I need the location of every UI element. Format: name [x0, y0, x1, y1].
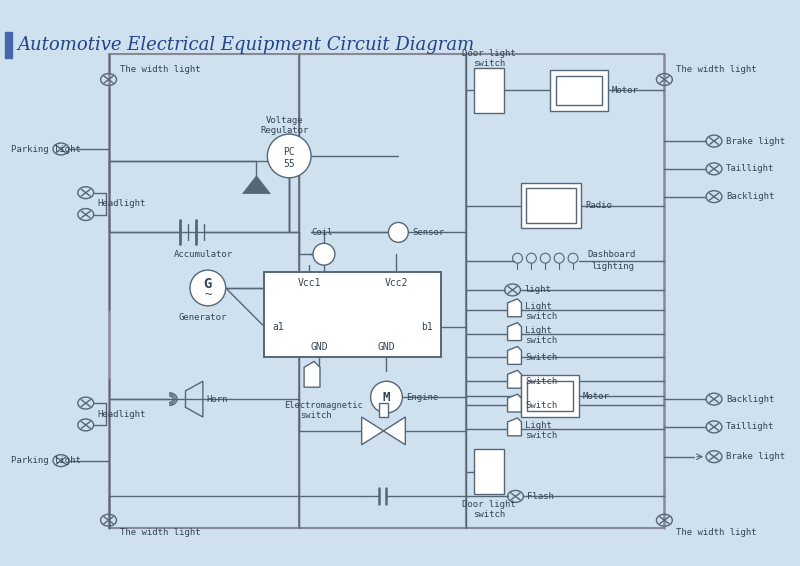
Text: Headlight: Headlight [98, 410, 146, 418]
Polygon shape [507, 323, 522, 341]
Text: b1: b1 [422, 321, 433, 332]
Text: The width light: The width light [676, 65, 757, 74]
Text: Coil: Coil [311, 228, 333, 237]
Bar [265, 272, 441, 358]
Text: Parking light: Parking light [11, 144, 81, 153]
Text: GND: GND [310, 341, 328, 351]
Text: Automotive Electrical Equipment Circuit Diagram: Automotive Electrical Equipment Circuit … [18, 36, 474, 54]
Text: The width light: The width light [121, 65, 201, 74]
Polygon shape [383, 417, 406, 445]
Text: a1: a1 [273, 321, 284, 332]
Polygon shape [507, 394, 522, 412]
Text: Radio: Radio [585, 201, 612, 210]
Circle shape [389, 222, 408, 242]
Bar [474, 449, 503, 495]
Text: Vcc1: Vcc1 [298, 278, 321, 288]
Text: switch: switch [526, 336, 558, 345]
Text: Motor: Motor [583, 392, 610, 401]
Text: switch: switch [473, 59, 505, 68]
Text: Brake light: Brake light [726, 452, 785, 461]
Polygon shape [362, 417, 383, 445]
Polygon shape [507, 370, 522, 388]
Text: Flash: Flash [527, 492, 554, 501]
Text: Generator: Generator [178, 313, 227, 322]
Text: Dashboard: Dashboard [587, 250, 635, 259]
Text: Door light: Door light [462, 49, 515, 58]
Text: Vcc2: Vcc2 [385, 278, 408, 288]
Text: PC: PC [283, 147, 295, 157]
Text: M: M [382, 391, 390, 404]
Bar [522, 183, 581, 229]
Text: 55: 55 [283, 159, 295, 169]
Bar [6, 32, 12, 58]
Text: lighting: lighting [591, 261, 634, 271]
Bar [526, 188, 576, 224]
Bar [378, 403, 389, 417]
Text: Engine: Engine [406, 393, 438, 402]
Text: Electromagnetic: Electromagnetic [284, 401, 363, 410]
Text: Accumulator: Accumulator [174, 250, 234, 259]
Text: Door light: Door light [462, 500, 515, 509]
Text: Headlight: Headlight [98, 199, 146, 208]
Text: Taillight: Taillight [726, 164, 774, 173]
Bar [474, 67, 503, 113]
Polygon shape [242, 176, 270, 194]
Text: switch: switch [526, 431, 558, 440]
Polygon shape [507, 299, 522, 317]
Text: Light: Light [526, 326, 552, 335]
Text: ~: ~ [204, 289, 211, 302]
Text: switch: switch [473, 510, 505, 519]
Circle shape [190, 270, 226, 306]
Text: Switch: Switch [526, 377, 558, 386]
Bar [522, 375, 579, 417]
Polygon shape [507, 418, 522, 436]
Text: The width light: The width light [676, 528, 757, 537]
Text: Switch: Switch [526, 401, 558, 410]
Text: switch: switch [526, 312, 558, 321]
Bar [550, 70, 608, 112]
Bar [556, 76, 602, 105]
Text: Brake light: Brake light [726, 136, 785, 145]
Text: Light: Light [526, 302, 552, 311]
Circle shape [313, 243, 335, 265]
Text: Sensor: Sensor [412, 228, 445, 237]
Text: Light: Light [526, 422, 552, 430]
Text: Motor: Motor [612, 86, 638, 95]
Text: Backlight: Backlight [726, 395, 774, 404]
Text: Horn: Horn [207, 395, 228, 404]
Circle shape [267, 134, 311, 178]
Text: Parking light: Parking light [11, 456, 81, 465]
Text: light: light [525, 285, 551, 294]
Polygon shape [304, 362, 320, 387]
Text: G: G [204, 277, 212, 291]
Text: GND: GND [378, 341, 395, 351]
Text: Regulator: Regulator [260, 126, 309, 135]
Text: switch: switch [300, 410, 332, 419]
Text: Taillight: Taillight [726, 422, 774, 431]
Text: Backlight: Backlight [726, 192, 774, 201]
Bar [527, 381, 573, 411]
Text: Switch: Switch [526, 353, 558, 362]
Polygon shape [507, 346, 522, 365]
Circle shape [370, 381, 402, 413]
Text: Voltage: Voltage [266, 115, 303, 125]
Text: The width light: The width light [121, 528, 201, 537]
